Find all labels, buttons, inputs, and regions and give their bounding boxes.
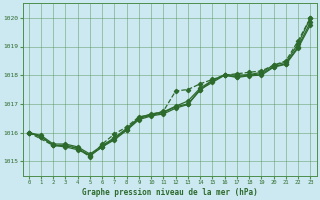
X-axis label: Graphe pression niveau de la mer (hPa): Graphe pression niveau de la mer (hPa) xyxy=(82,188,258,197)
